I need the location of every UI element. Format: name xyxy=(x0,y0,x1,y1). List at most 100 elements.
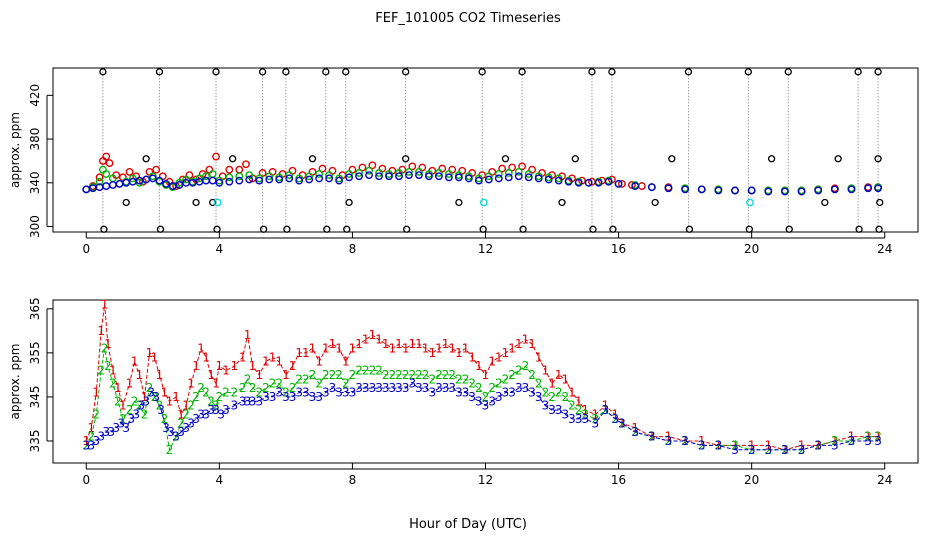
channel-1-marker: 1 xyxy=(197,341,205,355)
channel-1-marker: 1 xyxy=(382,337,390,351)
channel-3-marker: 3 xyxy=(342,386,350,400)
channel-1-point xyxy=(145,167,154,176)
channel-3-marker: 3 xyxy=(147,386,155,400)
channel-1-point xyxy=(205,165,214,174)
channel-2-marker: 2 xyxy=(302,372,310,386)
outlier-point xyxy=(308,155,317,163)
channel-1-marker: 1 xyxy=(698,434,706,448)
channel-1-marker: 1 xyxy=(575,394,583,408)
channel-2-point xyxy=(305,172,314,181)
channel-3-point xyxy=(594,178,603,187)
outlier-point xyxy=(767,155,776,163)
channel-3-point xyxy=(874,184,882,193)
channel-3-point xyxy=(514,172,523,181)
channel-2-marker: 2 xyxy=(126,403,134,417)
channel-2-marker: 2 xyxy=(601,403,609,417)
channel-2-marker: 2 xyxy=(495,377,503,391)
channel-2-marker: 2 xyxy=(542,386,550,400)
channel-3-point xyxy=(647,183,656,192)
channel-1-marker: 1 xyxy=(166,394,174,408)
outlier-point xyxy=(142,155,150,163)
channel-2-point xyxy=(195,174,204,183)
spike-low-point xyxy=(685,225,694,233)
channel-1-point xyxy=(498,164,507,173)
channel-2-point xyxy=(95,177,104,186)
channel-1-point xyxy=(318,164,327,173)
spike-high-point xyxy=(212,68,220,76)
channel-2-marker: 2 xyxy=(315,377,323,391)
x-tick-label: 0 xyxy=(82,242,90,256)
channel-1-marker: 1 xyxy=(748,438,756,452)
channel-1-marker: 1 xyxy=(455,346,463,360)
channel-1-point xyxy=(225,165,234,174)
channel-3-point xyxy=(731,186,739,195)
channel-2-marker: 2 xyxy=(408,368,416,382)
channel-3-marker: 3 xyxy=(182,421,190,435)
outlier-point xyxy=(402,155,410,163)
channel-3-marker: 3 xyxy=(122,421,130,435)
y-tick-label: 300 xyxy=(28,215,42,238)
channel-1-marker: 1 xyxy=(611,408,619,422)
outlier-point xyxy=(558,198,566,207)
channel-3-point xyxy=(395,172,403,181)
channel-3-point xyxy=(275,175,284,184)
channel-3-marker: 3 xyxy=(575,412,583,426)
channel-1-marker: 1 xyxy=(581,403,589,417)
channel-1-marker: 1 xyxy=(109,363,117,377)
channel-3-point xyxy=(544,175,553,184)
channel-2-marker: 2 xyxy=(207,394,215,408)
channel-3-marker: 3 xyxy=(222,403,230,417)
x-tick-label: 12 xyxy=(478,473,493,487)
channel-2-point xyxy=(435,169,443,177)
channel-3-marker: 3 xyxy=(362,381,370,395)
channel-3-marker: 3 xyxy=(631,425,639,439)
channel-1-marker: 1 xyxy=(375,333,383,347)
channel-1-marker: 1 xyxy=(322,341,330,355)
channel-1-marker: 1 xyxy=(349,341,357,355)
channel-3-point xyxy=(864,184,872,193)
channel-3-point xyxy=(355,172,363,181)
channel-1-marker: 1 xyxy=(282,368,290,382)
channel-2-point xyxy=(235,172,244,181)
channel-1-point xyxy=(235,165,244,174)
channel-3-marker: 3 xyxy=(217,408,225,422)
channel-1-marker: 1 xyxy=(216,359,224,373)
channel-3-point xyxy=(215,178,224,187)
channel-1-point xyxy=(528,165,536,174)
channel-1-point xyxy=(328,166,337,175)
channel-3-marker: 3 xyxy=(289,390,297,404)
channel-3-point xyxy=(614,179,623,188)
channel-1-marker: 1 xyxy=(222,363,230,377)
channel-2-marker: 2 xyxy=(731,438,739,452)
channel-2-marker: 2 xyxy=(275,377,283,391)
channel-2-marker: 2 xyxy=(335,368,343,382)
spike-high-point xyxy=(744,68,752,76)
channel-2-marker: 2 xyxy=(216,390,224,404)
channel-3-marker: 3 xyxy=(230,399,238,413)
channel-2-marker: 2 xyxy=(455,372,463,386)
spike-low-point xyxy=(100,225,108,233)
channel-1-point xyxy=(258,169,267,177)
channel-2-point xyxy=(265,172,274,181)
channel-1-point xyxy=(368,161,377,170)
channel-2-point xyxy=(208,170,217,178)
channel-3-marker: 3 xyxy=(92,434,100,448)
channel-3-point xyxy=(814,186,823,195)
channel-1-marker: 1 xyxy=(562,372,570,386)
channel-2-marker: 2 xyxy=(631,425,639,439)
channel-1-marker: 1 xyxy=(522,333,530,347)
channel-2-marker: 2 xyxy=(555,386,563,400)
channel-3-marker: 3 xyxy=(395,381,403,395)
channel-2-marker: 2 xyxy=(395,368,403,382)
channel-3-point xyxy=(797,187,806,196)
channel-1-marker: 1 xyxy=(369,328,377,342)
spike-high-point xyxy=(874,68,882,76)
channel-1-marker: 1 xyxy=(731,438,739,452)
channel-1-marker: 1 xyxy=(146,346,154,360)
channel-3-point xyxy=(202,176,210,185)
channel-2-point xyxy=(375,169,383,177)
channel-1-point xyxy=(95,173,104,182)
channel-1-point xyxy=(348,165,357,174)
spike-high-point xyxy=(342,68,350,76)
channel-3-point xyxy=(255,176,264,185)
